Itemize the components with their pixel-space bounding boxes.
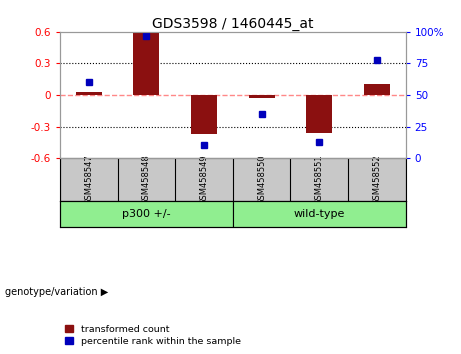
Bar (76, 92, 102, 95)
Legend: transformed count, percentile rank within the sample: transformed count, percentile rank withi… (65, 325, 241, 346)
Text: p300 +/-: p300 +/- (122, 209, 171, 219)
Text: wild-type: wild-type (294, 209, 345, 219)
Text: GSM458548: GSM458548 (142, 154, 151, 205)
Bar (306, 95, 332, 133)
Text: genotype/variation ▶: genotype/variation ▶ (5, 287, 108, 297)
Bar (233, 201, 406, 227)
Bar (248, 95, 275, 98)
Bar (133, 32, 160, 95)
Text: GSM458547: GSM458547 (84, 154, 93, 205)
Bar (60, 201, 233, 227)
Bar (191, 95, 217, 134)
Text: GSM458552: GSM458552 (372, 154, 381, 205)
Text: GSM458549: GSM458549 (200, 154, 208, 205)
Text: GSM458550: GSM458550 (257, 154, 266, 205)
Text: GSM458551: GSM458551 (315, 154, 324, 205)
Title: GDS3598 / 1460445_at: GDS3598 / 1460445_at (152, 17, 313, 31)
Bar (364, 85, 390, 95)
